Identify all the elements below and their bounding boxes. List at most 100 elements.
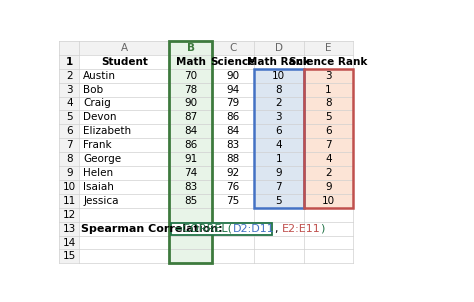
Text: 92: 92 — [226, 168, 239, 178]
Bar — [80, 180, 170, 194]
Bar — [303, 69, 353, 83]
Text: Devon: Devon — [83, 112, 117, 122]
Text: 8: 8 — [325, 98, 332, 108]
Bar — [171, 223, 272, 235]
Text: 9: 9 — [66, 168, 73, 178]
Bar — [169, 222, 212, 236]
Text: Craig: Craig — [83, 98, 111, 108]
Bar — [212, 41, 254, 55]
Text: 3: 3 — [66, 85, 73, 95]
Text: Spearman Correlation:: Spearman Correlation: — [82, 223, 223, 234]
Text: 1: 1 — [66, 57, 73, 67]
Bar — [303, 124, 353, 138]
Bar — [303, 111, 353, 124]
Bar — [303, 222, 353, 236]
Bar — [169, 83, 212, 97]
Bar — [169, 166, 212, 180]
Bar — [169, 194, 212, 208]
Bar — [59, 152, 80, 166]
Text: Jessica: Jessica — [83, 196, 118, 206]
Bar — [59, 55, 80, 69]
Bar — [169, 236, 212, 249]
Bar — [303, 180, 353, 194]
Bar — [169, 55, 212, 69]
Bar — [169, 138, 212, 152]
Text: 90: 90 — [184, 98, 197, 108]
Bar — [169, 55, 212, 69]
Bar — [59, 124, 80, 138]
Bar — [80, 41, 170, 55]
Bar — [212, 222, 254, 236]
Text: 10: 10 — [322, 196, 335, 206]
Bar — [303, 83, 353, 97]
Text: Bob: Bob — [83, 85, 103, 95]
Text: 13: 13 — [63, 223, 76, 234]
Bar — [80, 111, 170, 124]
Bar — [59, 152, 80, 166]
Bar — [59, 222, 80, 236]
Text: 15: 15 — [63, 252, 76, 262]
Text: 3: 3 — [275, 112, 282, 122]
Bar — [212, 124, 254, 138]
Text: 8: 8 — [275, 85, 282, 95]
Text: 9: 9 — [275, 168, 282, 178]
Bar — [254, 69, 303, 83]
Bar — [169, 249, 212, 263]
Text: 85: 85 — [184, 196, 197, 206]
Bar — [212, 249, 254, 263]
Bar — [169, 41, 212, 55]
Bar — [254, 41, 303, 55]
Text: Science: Science — [210, 57, 255, 67]
Text: Math Rank: Math Rank — [247, 57, 310, 67]
Bar — [303, 180, 353, 194]
Bar — [254, 138, 303, 152]
Text: 86: 86 — [184, 140, 197, 150]
Bar — [254, 152, 303, 166]
Text: 10: 10 — [272, 71, 285, 81]
Bar — [169, 222, 212, 236]
Bar — [303, 69, 353, 83]
Text: Frank: Frank — [83, 140, 112, 150]
Bar — [59, 194, 80, 208]
Text: =CORREL(: =CORREL( — [174, 223, 233, 234]
Bar — [80, 236, 170, 249]
Text: 86: 86 — [226, 112, 239, 122]
Bar — [254, 208, 303, 222]
Bar — [254, 138, 303, 152]
Bar — [254, 111, 303, 124]
Bar — [254, 55, 303, 69]
Bar — [212, 166, 254, 180]
Bar — [254, 83, 303, 97]
Bar — [212, 208, 254, 222]
Bar — [59, 194, 80, 208]
Text: 5: 5 — [275, 196, 282, 206]
Bar — [59, 111, 80, 124]
Bar — [80, 249, 170, 263]
Bar — [169, 97, 212, 111]
Bar — [80, 41, 170, 55]
Bar — [254, 180, 303, 194]
Bar — [303, 166, 353, 180]
Text: 94: 94 — [226, 85, 239, 95]
Bar — [254, 69, 303, 208]
Bar — [59, 180, 80, 194]
Bar — [254, 152, 303, 166]
Bar — [59, 138, 80, 152]
Bar — [80, 152, 170, 166]
Text: 78: 78 — [184, 85, 197, 95]
Bar — [303, 55, 353, 69]
Bar — [254, 236, 303, 249]
Text: 1: 1 — [325, 85, 332, 95]
Bar — [303, 152, 353, 166]
Text: D2:D11: D2:D11 — [233, 223, 274, 234]
Bar — [80, 208, 170, 222]
Text: 14: 14 — [63, 238, 76, 248]
Bar — [212, 236, 254, 249]
Text: 7: 7 — [325, 140, 332, 150]
Bar — [212, 152, 254, 166]
Text: 5: 5 — [325, 112, 332, 122]
Bar — [59, 83, 80, 97]
Bar — [254, 194, 303, 208]
Text: Austin: Austin — [83, 71, 116, 81]
Text: 6: 6 — [275, 126, 282, 136]
